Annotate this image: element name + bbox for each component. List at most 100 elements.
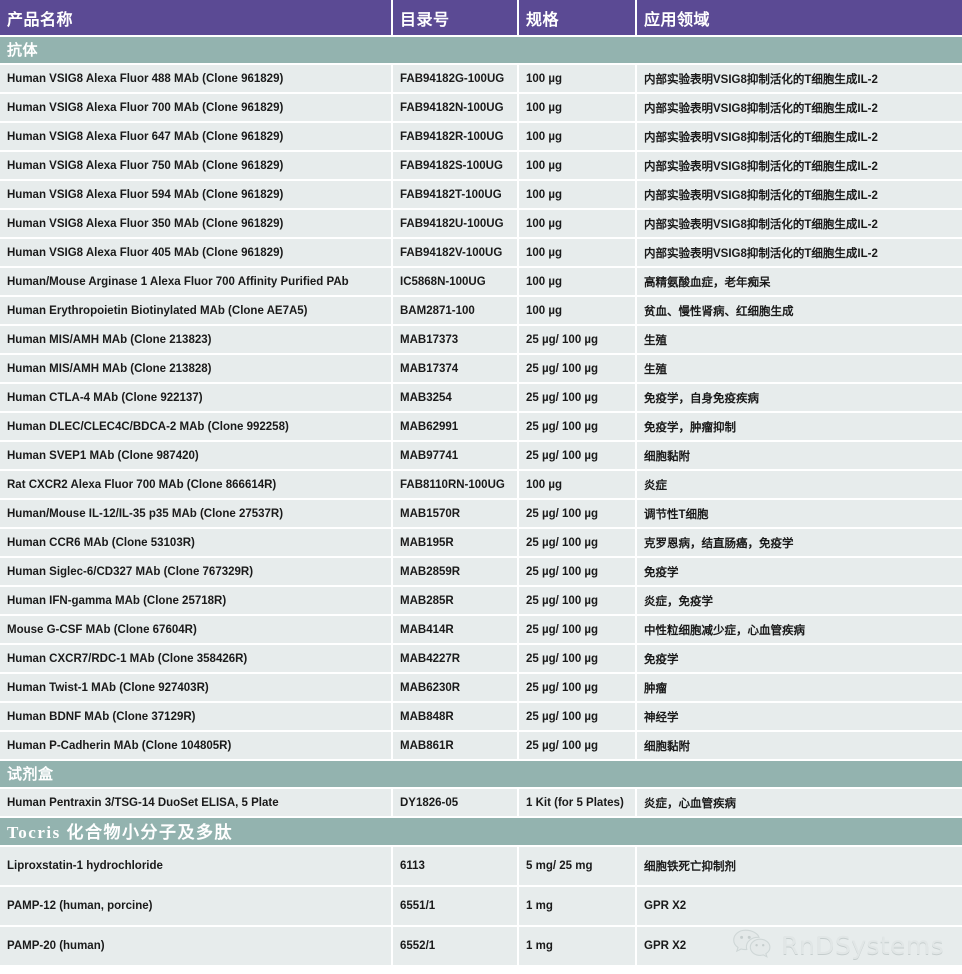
table-row[interactable]: Human VSIG8 Alexa Fluor 700 MAb (Clone 9… (0, 93, 962, 123)
specification-cell: 25 µg/ 100 µg (518, 702, 637, 732)
table-row[interactable]: Human SVEP1 MAb (Clone 987420) MAB97741 25… (0, 441, 962, 471)
column-header-row: 产品名称 目录号 规格 应用领域 (0, 0, 962, 37)
catalog-number-cell: MAB285R (392, 586, 519, 616)
product-name-cell: Human CTLA-4 MAb (Clone 922137) (0, 383, 393, 413)
table-row[interactable]: PAMP-20 (human) 6552/1 1 mg GPR X2 (0, 926, 962, 967)
catalog-number-cell: MAB195R (392, 528, 519, 558)
section-header-row: 抗体 (0, 36, 962, 65)
table-row[interactable]: Rat CXCR2 Alexa Fluor 700 MAb (Clone 866… (0, 470, 962, 500)
specification-cell: 5 mg/ 25 mg (518, 846, 637, 887)
table-row[interactable]: Human VSIG8 Alexa Fluor 750 MAb (Clone 9… (0, 151, 962, 181)
application-cell: 炎症 (636, 470, 962, 500)
table-row[interactable]: Human CXCR7/RDC-1 MAb (Clone 358426R) MAB… (0, 644, 962, 674)
application-cell: 细胞黏附 (636, 441, 962, 471)
catalog-number-cell: FAB94182R-100UG (392, 122, 519, 152)
catalog-number-cell: FAB94182V-100UG (392, 238, 519, 268)
specification-cell: 25 µg/ 100 µg (518, 383, 637, 413)
specification-cell: 25 µg/ 100 µg (518, 586, 637, 616)
specification-cell: 25 µg/ 100 µg (518, 325, 637, 355)
application-cell: 生殖 (636, 325, 962, 355)
application-cell: 内部实验表明VSIG8抑制活化的T细胞生成IL-2 (636, 180, 962, 210)
catalog-number-cell: MAB1570R (392, 499, 519, 529)
catalog-number-cell: 6551/1 (392, 886, 519, 927)
product-name-cell: Human CCR6 MAb (Clone 53103R) (0, 528, 393, 558)
product-name-cell: Human DLEC/CLEC4C/BDCA-2 MAb (Clone 9922… (0, 412, 393, 442)
specification-cell: 100 µg (518, 209, 637, 239)
product-name-cell: PAMP-12 (human, porcine) (0, 886, 393, 927)
catalog-number-cell: MAB17373 (392, 325, 519, 355)
table-row[interactable]: Human Twist-1 MAb (Clone 927403R) MAB6230… (0, 673, 962, 703)
table-row[interactable]: Human Erythropoietin Biotinylated MAb (C… (0, 296, 962, 326)
application-cell: 炎症，免疫学 (636, 586, 962, 616)
table-row[interactable]: Human VSIG8 Alexa Fluor 647 MAb (Clone 9… (0, 122, 962, 152)
specification-cell: 100 µg (518, 151, 637, 181)
table-row[interactable]: Human VSIG8 Alexa Fluor 594 MAb (Clone 9… (0, 180, 962, 210)
specification-cell: 1 mg (518, 886, 637, 927)
specification-cell: 25 µg/ 100 µg (518, 412, 637, 442)
product-name-cell: Human BDNF MAb (Clone 37129R) (0, 702, 393, 732)
table-row[interactable]: Human CCR6 MAb (Clone 53103R) MAB195R 25 µ… (0, 528, 962, 558)
table-row[interactable]: Mouse G-CSF MAb (Clone 67604R) MAB414R 25 … (0, 615, 962, 645)
application-cell: 内部实验表明VSIG8抑制活化的T细胞生成IL-2 (636, 238, 962, 268)
table-row[interactable]: Human CTLA-4 MAb (Clone 922137) MAB3254 25… (0, 383, 962, 413)
table-row[interactable]: Human BDNF MAb (Clone 37129R) MAB848R 25 µ… (0, 702, 962, 732)
table-row[interactable]: PAMP-12 (human, porcine) 6551/1 1 mg GPR X2 (0, 886, 962, 927)
product-name-cell: Human Twist-1 MAb (Clone 927403R) (0, 673, 393, 703)
application-cell: 中性粒细胞减少症，心血管疾病 (636, 615, 962, 645)
product-name-cell: Human/Mouse Arginase 1 Alexa Fluor 700 A… (0, 267, 393, 297)
table-row[interactable]: Human VSIG8 Alexa Fluor 350 MAb (Clone 9… (0, 209, 962, 239)
catalog-number-cell: DY1826-05 (392, 788, 519, 818)
section-title: 抗体 (0, 36, 962, 65)
product-name-cell: Human VSIG8 Alexa Fluor 405 MAb (Clone 9… (0, 238, 393, 268)
product-name-cell: Human VSIG8 Alexa Fluor 350 MAb (Clone 9… (0, 209, 393, 239)
specification-cell: 1 Kit (for 5 Plates) (518, 788, 637, 818)
specification-cell: 100 µg (518, 238, 637, 268)
catalog-number-cell: FAB8110RN-100UG (392, 470, 519, 500)
application-cell: 炎症，心血管疾病 (636, 788, 962, 818)
application-cell: GPR X2 (636, 886, 962, 927)
product-name-cell: Rat CXCR2 Alexa Fluor 700 MAb (Clone 866… (0, 470, 393, 500)
table-row[interactable]: Human MIS/AMH MAb (Clone 213823) MAB17373… (0, 325, 962, 355)
product-name-cell: Human/Mouse IL-12/IL-35 p35 MAb (Clone 2… (0, 499, 393, 529)
specification-cell: 100 µg (518, 180, 637, 210)
application-cell: 内部实验表明VSIG8抑制活化的T细胞生成IL-2 (636, 122, 962, 152)
table-row[interactable]: Human/Mouse Arginase 1 Alexa Fluor 700 A… (0, 267, 962, 297)
application-cell: 内部实验表明VSIG8抑制活化的T细胞生成IL-2 (636, 93, 962, 123)
product-name-cell: Liproxstatin-1 hydrochloride (0, 846, 393, 887)
catalog-number-cell: MAB6230R (392, 673, 519, 703)
specification-cell: 25 µg/ 100 µg (518, 528, 637, 558)
table-row[interactable]: Human Siglec-6/CD327 MAb (Clone 767329R)… (0, 557, 962, 587)
application-cell: 神经学 (636, 702, 962, 732)
table-row[interactable]: Human VSIG8 Alexa Fluor 405 MAb (Clone 9… (0, 238, 962, 268)
specification-cell: 25 µg/ 100 µg (518, 354, 637, 384)
table-row[interactable]: Human/Mouse IL-12/IL-35 p35 MAb (Clone 2… (0, 499, 962, 529)
catalog-number-cell: FAB94182T-100UG (392, 180, 519, 210)
application-cell: 免疫学，自身免疫疾病 (636, 383, 962, 413)
product-name-cell: Human MIS/AMH MAb (Clone 213823) (0, 325, 393, 355)
specification-cell: 100 µg (518, 122, 637, 152)
catalog-number-cell: MAB3254 (392, 383, 519, 413)
application-cell: 细胞铁死亡抑制剂 (636, 846, 962, 887)
table-body: 抗体 Human VSIG8 Alexa Fluor 488 MAb (Clone… (0, 36, 962, 967)
column-header-catalog: 目录号 (392, 0, 519, 37)
product-name-cell: PAMP-20 (human) (0, 926, 393, 967)
specification-cell: 100 µg (518, 470, 637, 500)
table-row[interactable]: Human P-Cadherin MAb (Clone 104805R) MAB8… (0, 731, 962, 761)
application-cell: 免疫学 (636, 644, 962, 674)
application-cell: GPR X2 (636, 926, 962, 967)
catalog-number-cell: FAB94182S-100UG (392, 151, 519, 181)
table-row[interactable]: Human DLEC/CLEC4C/BDCA-2 MAb (Clone 9922… (0, 412, 962, 442)
product-name-cell: Human CXCR7/RDC-1 MAb (Clone 358426R) (0, 644, 393, 674)
product-name-cell: Human P-Cadherin MAb (Clone 104805R) (0, 731, 393, 761)
table-row[interactable]: Human MIS/AMH MAb (Clone 213828) MAB17374… (0, 354, 962, 384)
catalog-number-cell: 6552/1 (392, 926, 519, 967)
specification-cell: 25 µg/ 100 µg (518, 557, 637, 587)
specification-cell: 100 µg (518, 64, 637, 94)
section-header-row: 试剂盒 (0, 760, 962, 789)
table-row[interactable]: Human Pentraxin 3/TSG-14 DuoSet ELISA, 5… (0, 788, 962, 818)
specification-cell: 25 µg/ 100 µg (518, 673, 637, 703)
table-row[interactable]: Human IFN-gamma MAb (Clone 25718R) MAB285… (0, 586, 962, 616)
table-row[interactable]: Human VSIG8 Alexa Fluor 488 MAb (Clone 9… (0, 64, 962, 94)
table-row[interactable]: Liproxstatin-1 hydrochloride 6113 5 mg/ 25… (0, 846, 962, 887)
